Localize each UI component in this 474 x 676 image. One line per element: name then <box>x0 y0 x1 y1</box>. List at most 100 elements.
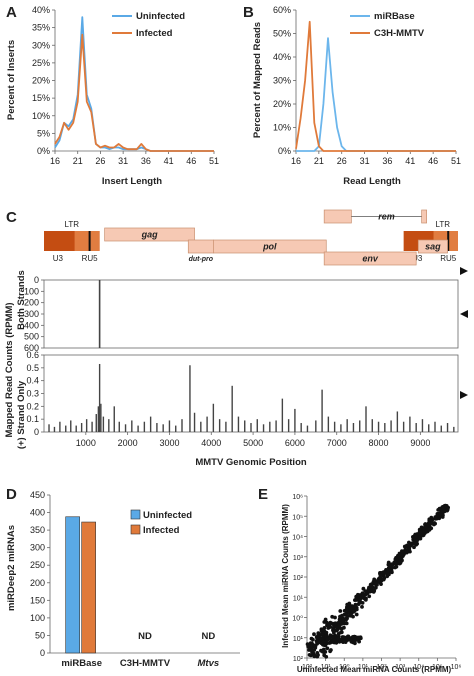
y-tick-label: 50 <box>35 630 45 640</box>
scatter-point <box>319 648 323 653</box>
panel-d-letter: D <box>6 486 17 503</box>
category-label: Mtvs <box>198 658 220 669</box>
y-tick-label: 30% <box>32 40 50 50</box>
x-tick-label: 10¹ <box>358 664 369 671</box>
scatter-point <box>423 522 428 526</box>
ltr-label: LTR <box>436 220 451 229</box>
y-tick-label: 10⁰ <box>292 615 303 623</box>
scatter-point <box>407 540 411 545</box>
panel-c-plus-yticks: 0 0.1 0.2 0.3 0.4 0.5 0.6 <box>26 350 44 437</box>
scatter-point <box>428 521 433 526</box>
panel-e-xticks: 10² 10¹ 10⁰ 10¹ 10² 10³ 10⁴ 10⁵ 10⁶ <box>302 658 461 671</box>
bar <box>108 419 110 432</box>
panel-c-both-frame <box>43 279 459 349</box>
ltr-ru5-label: RU5 <box>82 254 99 263</box>
scatter-point <box>334 625 339 629</box>
x-tick-label: 10³ <box>395 664 406 671</box>
scatter-point <box>357 639 361 644</box>
scatter-point <box>337 617 342 622</box>
legend-label-infected: Infected <box>143 525 180 536</box>
scatter-point <box>309 643 313 648</box>
arrow-right-icon <box>460 391 468 399</box>
y-tick-label: 400 <box>24 320 39 330</box>
scatter-point <box>342 625 346 630</box>
panel-c-shared-ylabel: Mapped Read Counts (RPMM) <box>4 302 15 437</box>
y-tick-label: 450 <box>30 490 45 500</box>
gene-block-pol <box>213 239 327 254</box>
scatter-point <box>441 513 445 518</box>
scatter-point <box>376 578 381 583</box>
bar <box>237 416 240 432</box>
bar <box>53 426 56 432</box>
bar <box>98 363 101 432</box>
y-tick-label: 250 <box>30 560 45 570</box>
bar <box>225 421 227 432</box>
panel-a-xticks: 16 21 26 31 36 41 46 51 <box>50 151 219 166</box>
scatter-point <box>360 605 364 609</box>
y-tick-label: 30% <box>273 76 291 86</box>
bar <box>428 424 430 432</box>
ltr-ru5-label: RU5 <box>440 254 457 263</box>
scatter-point <box>386 562 391 566</box>
gene-label-sag: sag <box>425 242 441 252</box>
bar <box>352 423 355 432</box>
bar <box>340 424 342 432</box>
scatter-point <box>327 641 331 645</box>
bar <box>275 420 277 432</box>
y-tick-label: 0% <box>278 146 291 156</box>
bar <box>327 416 330 432</box>
panel-a-ylabel: Percent of Inserts <box>6 40 17 120</box>
bar <box>80 423 83 432</box>
scatter-point <box>344 616 349 621</box>
bar <box>131 420 133 432</box>
x-tick-label: 1000 <box>76 438 96 448</box>
scatter-point <box>348 606 353 611</box>
scatter-point <box>334 640 339 645</box>
x-tick-label: 31 <box>118 156 128 166</box>
bar <box>346 419 348 432</box>
scatter-point <box>363 589 368 593</box>
scatter-point <box>433 516 438 521</box>
scatter-point <box>404 549 409 554</box>
bar <box>294 408 296 432</box>
y-tick-label: 35% <box>32 23 50 33</box>
scatter-point <box>390 565 394 570</box>
y-tick-label: 10% <box>273 123 291 133</box>
scatter-point <box>427 527 432 532</box>
bar <box>396 411 399 432</box>
gene-exon <box>323 209 352 224</box>
x-tick-label: 6000 <box>285 438 305 448</box>
bar <box>415 423 417 432</box>
panel-c-both-bars <box>98 280 101 348</box>
bar <box>181 419 183 432</box>
scatter-point <box>408 544 412 548</box>
x-tick-label: 10² <box>376 664 387 671</box>
gene-block-sag <box>417 239 448 254</box>
bar <box>453 426 455 432</box>
scatter-point <box>405 543 409 548</box>
scatter-point <box>354 597 359 602</box>
y-tick-label: 60% <box>273 5 291 15</box>
y-tick-label: 0.1 <box>26 414 39 424</box>
y-tick-label: 300 <box>30 543 45 553</box>
scatter-point <box>332 638 337 642</box>
bar <box>65 425 67 432</box>
scatter-point <box>310 649 314 654</box>
nd-annotation: ND <box>201 631 215 642</box>
y-tick-label: 10³ <box>293 555 304 562</box>
bar <box>102 416 105 432</box>
scatter-point <box>330 614 335 619</box>
scatter-point <box>349 612 353 617</box>
y-tick-label: 10⁵ <box>292 514 303 521</box>
y-tick-label: 200 <box>30 578 45 588</box>
x-tick-label: 41 <box>164 156 174 166</box>
bar <box>59 421 61 432</box>
panel-d-legend: Uninfected Infected <box>130 509 192 536</box>
genome-map: LTR U3 RU5 LTR U3 RU5 gag dut-pro pol env rem sag <box>44 209 458 266</box>
scatter-point <box>389 562 394 567</box>
scatter-point <box>319 636 324 641</box>
x-tick-label: 5000 <box>243 438 263 448</box>
panel-c-plus-xticks: 1000 2000 3000 4000 5000 6000 7000 8000 9000 <box>76 432 430 448</box>
panel-a-series-lines <box>54 16 214 152</box>
scatter-point <box>419 530 424 535</box>
